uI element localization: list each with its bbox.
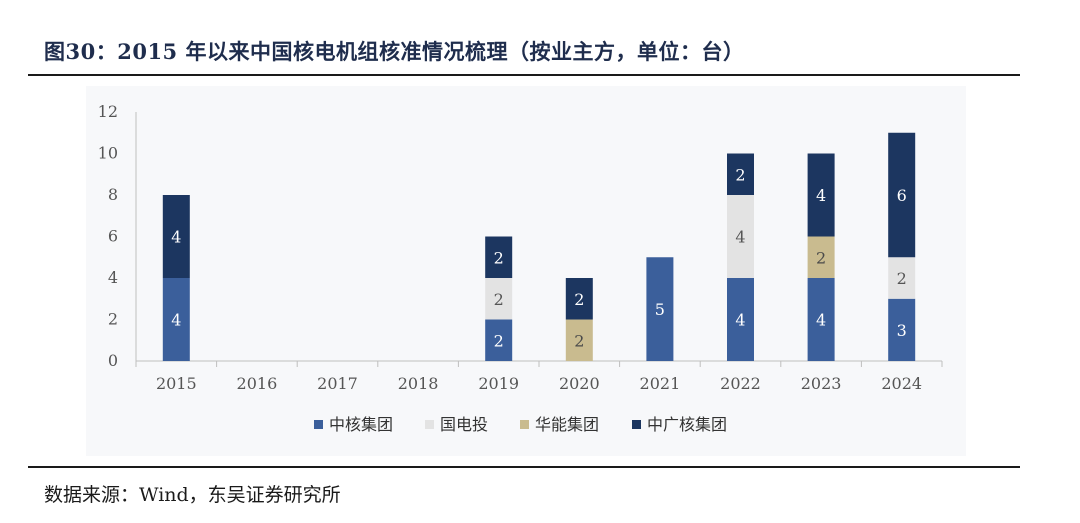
x-tick-label: 2022 [720, 374, 761, 393]
y-tick-label: 4 [108, 268, 118, 287]
chart-title: 图30：2015 年以来中国核电机组核准情况梳理（按业主方，单位：台） [44, 39, 745, 64]
data-source-note: 数据来源：Wind，东吴证券研究所 [44, 484, 341, 506]
y-tick-label: 6 [108, 227, 118, 246]
legend-label: 华能集团 [535, 415, 599, 434]
bar-segment [162, 195, 190, 278]
bar-segment [485, 319, 513, 361]
bar-value-label: 3 [897, 321, 907, 340]
bar-segment [727, 278, 754, 361]
y-tick-label: 8 [108, 185, 118, 204]
title-divider [28, 74, 1020, 76]
x-tick-label: 2023 [801, 374, 842, 393]
bar-value-label: 4 [816, 186, 826, 205]
y-tick-label: 0 [108, 351, 118, 370]
legend-label: 中核集团 [329, 415, 393, 434]
bar-value-label: 2 [494, 248, 504, 267]
bar-segment [807, 278, 835, 361]
bar-value-label: 2 [574, 290, 584, 309]
y-tick-label: 12 [98, 102, 118, 121]
bar-segment [646, 257, 674, 361]
y-tick-label: 10 [98, 144, 118, 163]
bar-segment [162, 278, 190, 361]
x-tick-label: 2018 [398, 374, 439, 393]
legend-label: 中广核集团 [647, 415, 727, 434]
x-tick-label: 2015 [156, 374, 197, 393]
source-divider [28, 466, 1020, 468]
bar-segment [888, 132, 916, 258]
bar-value-label: 2 [574, 331, 584, 350]
x-tick-label: 2016 [237, 374, 278, 393]
bar-value-label: 4 [735, 228, 745, 247]
bar-value-label: 4 [171, 228, 181, 247]
bar-value-label: 2 [735, 165, 745, 184]
bar-value-label: 4 [171, 311, 181, 330]
bar-segment [888, 298, 916, 361]
bar-segment [807, 236, 835, 278]
bar-value-label: 2 [494, 331, 504, 350]
bar-value-label: 2 [816, 248, 826, 267]
bar-segment [565, 319, 593, 361]
bar-value-label: 5 [655, 300, 665, 319]
x-tick-label: 2020 [559, 374, 600, 393]
legend-label: 国电投 [440, 415, 488, 434]
y-tick-label: 2 [108, 310, 118, 329]
bar-segment [727, 195, 754, 278]
bar-value-label: 4 [816, 311, 826, 330]
bar-value-label: 4 [735, 311, 745, 330]
bar-segment [565, 278, 593, 320]
bar-segment [727, 153, 754, 195]
bar-value-label: 2 [897, 269, 907, 288]
legend-swatch [425, 420, 434, 429]
legend-swatch [632, 420, 641, 429]
x-tick-label: 2017 [317, 374, 358, 393]
bar-segment [888, 257, 916, 299]
legend-swatch [520, 420, 529, 429]
legend-swatch [314, 420, 323, 429]
x-tick-label: 2021 [640, 374, 681, 393]
bar-value-label: 2 [494, 290, 504, 309]
bar-value-label: 6 [897, 186, 907, 205]
bar-segment [485, 236, 513, 278]
bar-segment [485, 278, 513, 320]
x-tick-label: 2019 [478, 374, 519, 393]
x-tick-label: 2024 [881, 374, 922, 393]
bar-segment [807, 153, 835, 237]
